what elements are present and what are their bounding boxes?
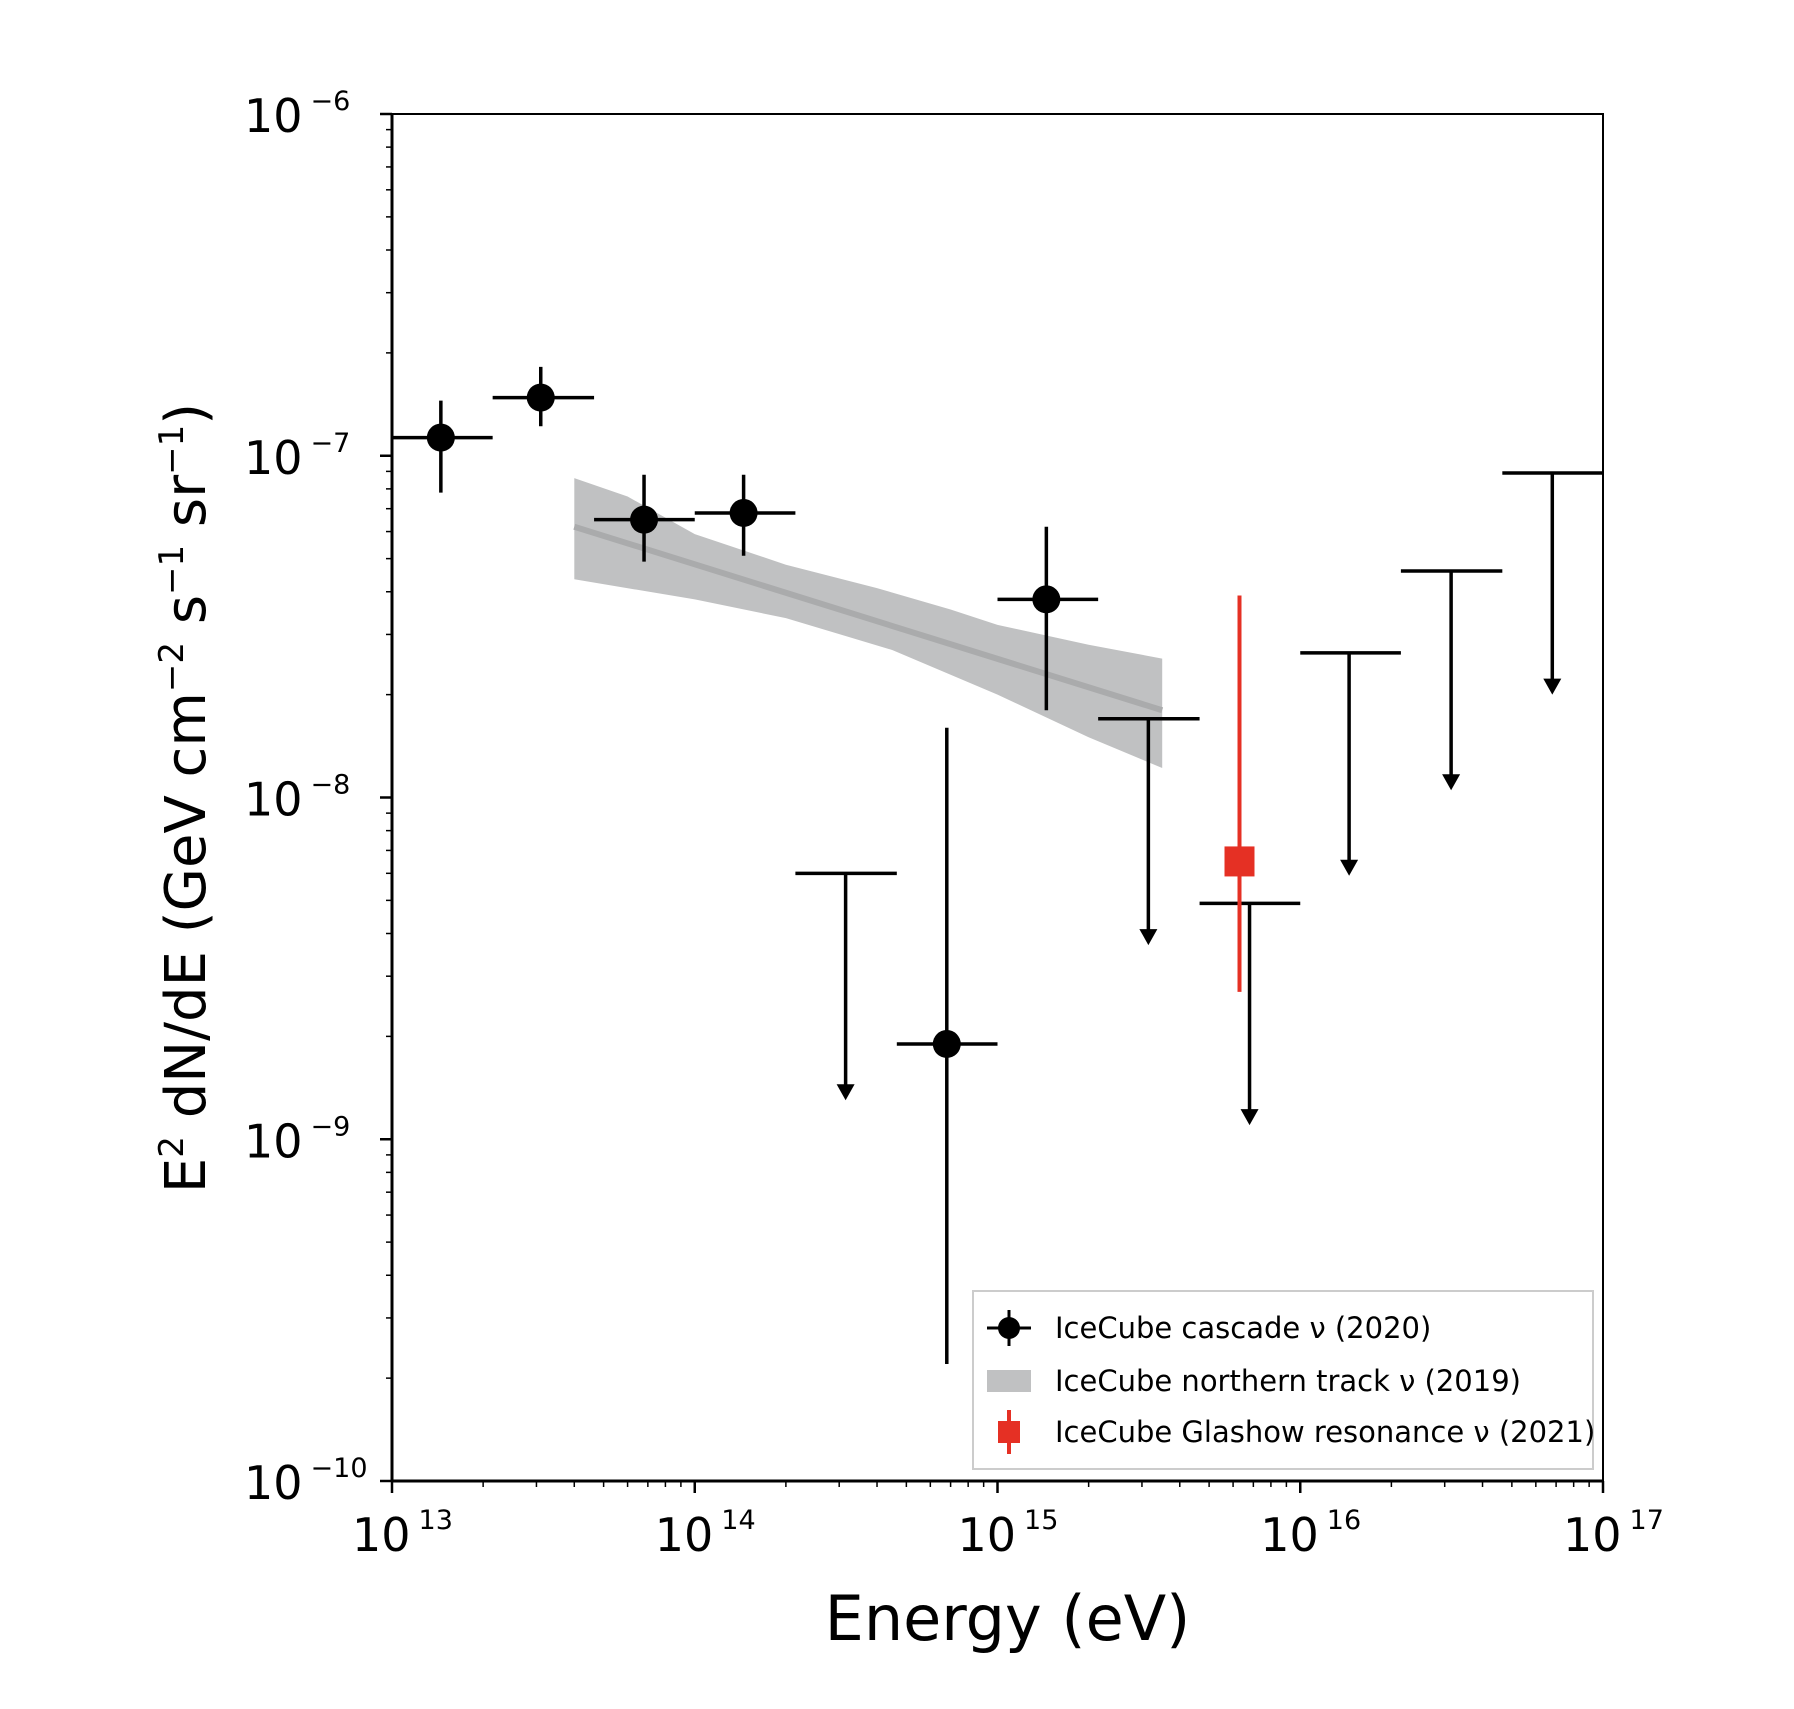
x-tick-label-2-base: 10 [958, 1508, 1017, 1562]
ul-arrowhead-0 [836, 1084, 855, 1101]
y-axis-title-part-0: E [154, 1158, 219, 1193]
y-axis-title-part-6: sr [154, 474, 219, 545]
y-tick-label-2-base: 10 [244, 773, 303, 827]
glashow-point-0 [1224, 846, 1255, 877]
y-axis-title-part-5: −1 [152, 545, 192, 595]
legend-track-patch [987, 1370, 1031, 1392]
y-tick-label-1: 10 −7 [244, 428, 350, 485]
ul-arrowhead-4 [1442, 774, 1461, 791]
x-tick-label-4-base: 10 [1563, 1508, 1622, 1562]
y-axis-title-part-2: dN/dE (GeV cm [154, 692, 219, 1136]
ul-arrowhead-5 [1543, 678, 1562, 695]
track-central-line [573, 523, 1164, 714]
x-tick-label-0-exponent: 13 [419, 1505, 453, 1536]
x-tick-label-1-base: 10 [655, 1508, 714, 1562]
legend-label-2: IceCube Glashow resonance ν (2021) [1055, 1415, 1595, 1449]
y-tick-label-4: 10 −10 [244, 1453, 368, 1510]
x-tick-label-0-base: 10 [352, 1508, 411, 1562]
x-tick-label-3-base: 10 [1260, 1508, 1319, 1562]
y-tick-label-4-base: 10 [244, 1456, 303, 1510]
cascade-point-2 [630, 505, 659, 534]
legend-box [972, 1290, 1594, 1470]
legend: IceCube cascade ν (2020) IceCube northern… [972, 1290, 1595, 1470]
ul-arrowhead-1 [1139, 929, 1158, 946]
legend-cascade-marker [998, 1317, 1020, 1339]
y-tick-label-2: 10 −8 [244, 770, 350, 827]
y-tick-label-3-exponent: −9 [311, 1111, 351, 1142]
x-tick-label-1-exponent: 14 [721, 1505, 755, 1536]
y-tick-label-3-base: 10 [244, 1114, 303, 1168]
legend-label-0: IceCube cascade ν (2020) [1055, 1311, 1431, 1345]
y-tick-label-3: 10 −9 [244, 1111, 350, 1168]
y-axis-title-part-8: ) [154, 403, 219, 425]
y-tick-label-0-exponent: −6 [311, 86, 351, 117]
y-axis-title-part-3: −2 [152, 642, 192, 692]
x-tick-label-4: 10 17 [1563, 1505, 1664, 1562]
y-tick-label-1-exponent: −7 [311, 428, 351, 459]
cascade-point-1 [526, 383, 555, 412]
legend-glashow-marker [998, 1421, 1020, 1443]
x-tick-label-2: 10 15 [958, 1505, 1059, 1562]
ul-arrowhead-3 [1340, 859, 1359, 876]
y-tick-label-2-exponent: −8 [311, 770, 351, 801]
cascade-point-0 [426, 423, 455, 452]
x-tick-label-2-exponent: 15 [1024, 1505, 1058, 1536]
y-tick-label-4-exponent: −10 [311, 1453, 368, 1484]
y-tick-label-0-base: 10 [244, 89, 303, 143]
cascade-point-3 [729, 498, 758, 527]
y-axis-title: E2 dN/dE (GeV cm−2 s−1 sr−1) [152, 403, 219, 1193]
y-tick-label-1-base: 10 [244, 431, 303, 485]
x-tick-label-4-exponent: 17 [1630, 1505, 1664, 1536]
x-axis-title: Energy (eV) [825, 1582, 1191, 1655]
cascade-point-4 [932, 1029, 961, 1058]
track-band [574, 478, 1163, 768]
y-tick-label-0: 10 −6 [244, 86, 350, 143]
plot-area [392, 366, 1603, 1364]
plot-frame [391, 113, 1604, 1482]
y-axis-title-part-7: −1 [152, 425, 192, 475]
x-tick-label-3-exponent: 16 [1327, 1505, 1361, 1536]
x-tick-label-1: 10 14 [655, 1505, 756, 1562]
ul-arrowhead-2 [1240, 1109, 1259, 1126]
y-axis-title-part-4: s [154, 595, 219, 642]
y-axis-title-part-1: 2 [152, 1136, 192, 1158]
legend-label-1: IceCube northern track ν (2019) [1055, 1364, 1521, 1398]
x-tick-label-3: 10 16 [1260, 1505, 1361, 1562]
cascade-point-5 [1032, 585, 1061, 614]
x-tick-label-0: 10 13 [352, 1505, 453, 1562]
